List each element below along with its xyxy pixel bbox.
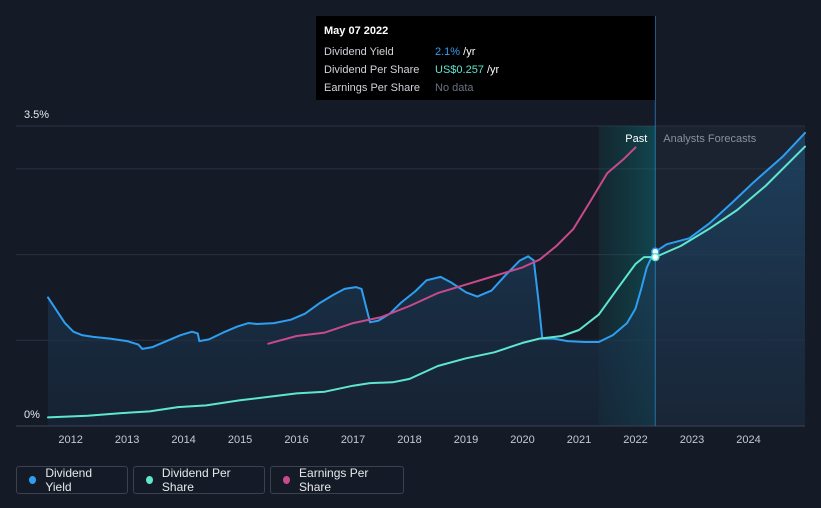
legend-dot-icon xyxy=(146,476,153,484)
x-tick-label: 2021 xyxy=(567,434,591,446)
tooltip-unit: /yr xyxy=(483,64,500,76)
x-tick-label: 2019 xyxy=(454,434,478,446)
legend-dividend-yield[interactable]: Dividend Yield xyxy=(16,466,128,494)
dividend-per-share-marker xyxy=(651,252,660,262)
legend-dividend-per-share[interactable]: Dividend Per Share xyxy=(133,466,265,494)
tooltip-value: No data xyxy=(435,82,474,94)
x-tick-label: 2015 xyxy=(228,434,252,446)
forecast-label: Analysts Forecasts xyxy=(663,133,756,145)
y-tick-label: 3.5% xyxy=(24,109,49,121)
past-label: Past xyxy=(625,133,647,145)
legend-earnings-per-share[interactable]: Earnings Per Share xyxy=(270,466,404,494)
tooltip-row-earnings-per-share: Earnings Per Share No data xyxy=(324,79,655,97)
legend-dot-icon xyxy=(283,476,291,484)
x-tick-label: 2014 xyxy=(171,434,195,446)
x-tick-label: 2013 xyxy=(115,434,139,446)
tooltip-row-dividend-yield: Dividend Yield 2.1% /yr xyxy=(324,43,655,61)
x-tick-label: 2020 xyxy=(510,434,534,446)
tooltip-value: 2.1% xyxy=(435,46,461,58)
x-tick-label: 2024 xyxy=(736,434,760,446)
tooltip-row-dividend-per-share: Dividend Per Share US$0.257 /yr xyxy=(324,61,655,79)
tooltip-label: Dividend Per Share xyxy=(324,64,420,76)
tooltip-value: US$0.257 xyxy=(435,64,484,76)
tooltip-date: May 07 2022 xyxy=(324,25,389,37)
dividend-yield-area xyxy=(48,132,805,426)
legend-label: Earnings Per Share xyxy=(299,466,369,494)
legend-dot-icon xyxy=(29,476,37,484)
tooltip-label: Dividend Yield xyxy=(324,46,394,58)
x-tick-label: 2023 xyxy=(680,434,704,446)
x-tick-label: 2016 xyxy=(284,434,308,446)
x-tick-label: 2017 xyxy=(341,434,365,446)
chart-tooltip: May 07 2022 Dividend Yield 2.1% /yr Divi… xyxy=(316,16,655,100)
x-tick-label: 2018 xyxy=(397,434,421,446)
earnings-per-share-line xyxy=(267,146,637,345)
x-tick-label: 2012 xyxy=(58,434,82,446)
x-tick-label: 2022 xyxy=(623,434,647,446)
y-tick-label: 0% xyxy=(24,409,40,421)
legend-label: Dividend Yield xyxy=(45,466,93,494)
tooltip-label: Earnings Per Share xyxy=(324,82,420,94)
tooltip-unit: /yr xyxy=(460,46,476,58)
legend-label: Dividend Per Share xyxy=(161,466,231,494)
